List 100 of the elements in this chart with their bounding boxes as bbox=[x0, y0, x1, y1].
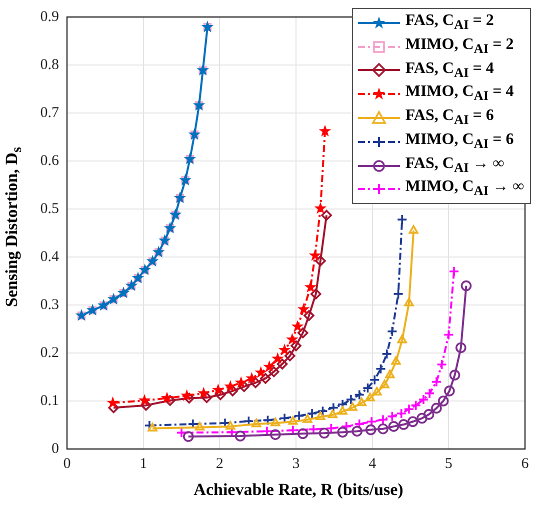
point bbox=[369, 374, 380, 386]
point bbox=[338, 406, 348, 415]
y-tick-label: 0.6 bbox=[40, 152, 60, 169]
point bbox=[108, 402, 119, 414]
y-tick-label: 0.7 bbox=[40, 104, 60, 121]
point bbox=[448, 266, 460, 277]
point bbox=[378, 414, 388, 426]
x-tick-label: 1 bbox=[140, 456, 148, 472]
point bbox=[444, 386, 455, 396]
legend-label: FAS, C$_{AI}$ → ∞ bbox=[405, 154, 504, 177]
point bbox=[381, 348, 392, 360]
x-tick-label: 2 bbox=[216, 456, 224, 472]
point bbox=[423, 409, 434, 420]
x-tick-label: 6 bbox=[521, 456, 530, 472]
point bbox=[378, 423, 388, 434]
point bbox=[396, 408, 407, 419]
point bbox=[314, 202, 327, 214]
point bbox=[284, 350, 296, 362]
point bbox=[290, 340, 302, 352]
y-tick-label: 0.1 bbox=[40, 392, 59, 409]
point bbox=[424, 388, 435, 399]
point bbox=[188, 128, 201, 140]
y-tick-label: 0.8 bbox=[40, 56, 59, 73]
point bbox=[346, 394, 356, 405]
point bbox=[386, 326, 398, 337]
point bbox=[169, 208, 182, 220]
point bbox=[308, 249, 322, 261]
y-tick-label: 0.5 bbox=[40, 200, 59, 217]
point bbox=[276, 358, 288, 370]
point bbox=[182, 431, 194, 442]
point bbox=[291, 320, 304, 332]
point bbox=[164, 222, 176, 234]
point bbox=[365, 424, 376, 436]
x-tick-label: 5 bbox=[444, 456, 452, 472]
point bbox=[306, 408, 318, 419]
point bbox=[388, 421, 400, 432]
point bbox=[375, 363, 386, 374]
point bbox=[227, 386, 238, 396]
point bbox=[132, 272, 144, 284]
point bbox=[195, 422, 205, 431]
legend-label: MIMO, C$_{AI}$ = 2 bbox=[405, 34, 514, 58]
point bbox=[404, 404, 414, 415]
point bbox=[365, 392, 375, 402]
point bbox=[106, 396, 119, 408]
point bbox=[397, 334, 407, 344]
point bbox=[268, 366, 280, 378]
point bbox=[215, 389, 226, 400]
point bbox=[449, 370, 460, 380]
point bbox=[197, 386, 210, 399]
point bbox=[180, 389, 194, 401]
point bbox=[391, 356, 401, 365]
point bbox=[460, 280, 472, 292]
point bbox=[404, 298, 414, 306]
point bbox=[243, 416, 254, 427]
legend-label: FAS, C$_{AI}$ = 2 bbox=[405, 11, 494, 34]
point bbox=[246, 372, 258, 384]
point bbox=[366, 416, 377, 428]
point bbox=[272, 352, 284, 364]
point bbox=[438, 396, 449, 406]
y-tick-label: 0 bbox=[52, 440, 59, 457]
point bbox=[396, 214, 408, 225]
point bbox=[356, 398, 366, 406]
point bbox=[254, 366, 268, 378]
point bbox=[304, 310, 314, 321]
point bbox=[328, 410, 338, 418]
y-tick-label: 0.4 bbox=[40, 248, 60, 265]
point bbox=[294, 410, 304, 422]
point bbox=[184, 392, 195, 404]
point bbox=[138, 263, 152, 276]
point bbox=[270, 418, 280, 426]
point bbox=[418, 394, 429, 405]
point bbox=[318, 428, 330, 439]
point bbox=[354, 389, 365, 400]
point bbox=[297, 327, 308, 338]
point bbox=[297, 302, 310, 315]
point bbox=[201, 392, 212, 404]
point bbox=[201, 20, 214, 32]
point bbox=[278, 344, 291, 356]
point bbox=[212, 383, 224, 396]
point bbox=[97, 298, 110, 311]
point bbox=[431, 376, 442, 388]
legend-label: MIMO, C$_{AI}$ = 4 bbox=[405, 82, 514, 106]
point bbox=[234, 430, 246, 442]
point bbox=[260, 373, 271, 384]
point bbox=[392, 288, 404, 300]
point bbox=[288, 424, 298, 436]
point bbox=[125, 279, 138, 292]
point bbox=[408, 225, 418, 234]
point bbox=[270, 429, 281, 440]
point bbox=[302, 414, 312, 423]
point bbox=[192, 98, 206, 111]
point bbox=[262, 426, 272, 437]
point bbox=[317, 406, 328, 416]
point bbox=[354, 418, 365, 430]
point bbox=[196, 64, 210, 76]
point bbox=[337, 426, 348, 438]
point bbox=[348, 402, 358, 411]
point bbox=[152, 246, 165, 258]
legend-label: MIMO, C$_{AI}$ = 6 bbox=[405, 130, 514, 154]
point bbox=[160, 392, 174, 404]
